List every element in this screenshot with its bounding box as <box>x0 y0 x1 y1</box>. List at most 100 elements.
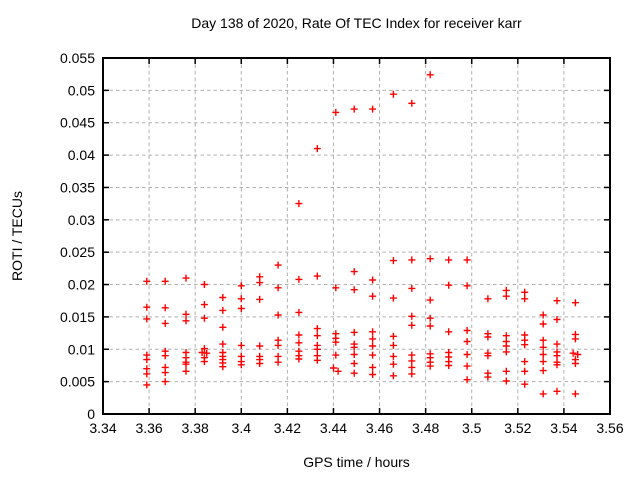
data-point <box>426 255 434 263</box>
data-point <box>521 295 529 303</box>
data-point <box>408 363 416 371</box>
data-point <box>143 381 151 389</box>
data-point <box>553 387 561 395</box>
data-point <box>182 360 190 368</box>
data-point <box>502 367 510 375</box>
data-point <box>313 272 321 280</box>
y-tick-label: 0 <box>87 406 95 422</box>
y-tick-label: 0.04 <box>68 147 95 163</box>
data-point <box>502 377 510 385</box>
data-point <box>463 351 471 358</box>
data-point <box>256 360 264 367</box>
data-point <box>237 341 245 349</box>
data-point <box>389 341 397 349</box>
data-point <box>408 284 416 292</box>
data-point <box>200 358 208 366</box>
data-point <box>408 321 416 329</box>
data-point <box>330 364 337 372</box>
data-point <box>200 301 208 309</box>
data-point <box>389 352 397 360</box>
data-point <box>426 71 434 79</box>
data-point <box>445 281 453 289</box>
data-point <box>219 294 227 301</box>
data-point <box>484 295 492 303</box>
data-point <box>408 312 416 320</box>
data-point <box>369 292 377 300</box>
data-point <box>445 256 453 264</box>
data-point <box>502 292 510 300</box>
data-point <box>295 308 303 316</box>
data-point <box>463 338 471 345</box>
data-point <box>350 105 358 113</box>
data-point <box>161 369 169 377</box>
data-point <box>295 200 303 208</box>
data-point <box>445 362 453 369</box>
data-point <box>295 355 303 363</box>
data-point <box>571 390 579 398</box>
x-tick-label: 3.34 <box>89 420 116 436</box>
data-point <box>313 356 321 364</box>
data-point <box>182 317 190 325</box>
x-tick-label: 3.48 <box>412 420 439 436</box>
y-tick-label: 0.045 <box>60 115 95 131</box>
data-point <box>237 295 245 303</box>
data-point <box>369 351 377 359</box>
x-tick-label: 3.4 <box>232 420 252 436</box>
data-point <box>445 328 453 336</box>
data-point <box>295 331 303 339</box>
data-point <box>521 358 529 366</box>
y-tick-label: 0.05 <box>68 82 95 98</box>
data-point <box>161 304 169 312</box>
data-point <box>463 376 471 384</box>
y-tick-label: 0.015 <box>60 309 95 325</box>
data-point <box>521 288 529 296</box>
data-point <box>521 341 529 349</box>
data-point <box>256 295 264 303</box>
data-point <box>350 343 358 351</box>
data-point <box>539 367 547 375</box>
data-point <box>484 352 492 360</box>
plot-border <box>102 57 611 415</box>
data-point <box>539 390 547 398</box>
x-tick-label: 3.44 <box>320 420 347 436</box>
data-point <box>426 362 434 370</box>
data-point <box>313 145 321 153</box>
data-point <box>369 335 377 343</box>
data-point <box>219 363 227 371</box>
data-point <box>502 342 510 350</box>
y-tick-label: 0.01 <box>68 341 95 357</box>
data-point <box>502 348 510 356</box>
data-point <box>274 341 282 349</box>
y-tick-label: 0.055 <box>60 50 95 66</box>
data-point <box>389 360 397 368</box>
data-point <box>521 367 529 375</box>
data-point <box>256 279 264 287</box>
data-point <box>219 340 227 348</box>
data-point <box>219 323 227 331</box>
data-point <box>389 372 397 380</box>
data-point <box>408 357 416 365</box>
data-point <box>313 325 321 333</box>
data-point <box>389 90 397 98</box>
data-point <box>274 311 282 319</box>
data-point <box>426 296 434 304</box>
data-point <box>426 322 434 330</box>
data-point <box>539 358 547 366</box>
data-point <box>553 297 561 305</box>
data-point <box>237 305 245 312</box>
x-tick-label: 3.5 <box>462 420 482 436</box>
data-point <box>389 257 397 265</box>
data-point <box>200 345 208 353</box>
data-point <box>484 373 492 381</box>
data-point <box>571 360 579 367</box>
data-point <box>389 294 397 302</box>
y-tick-label: 0.025 <box>60 244 95 260</box>
data-point <box>539 320 547 328</box>
data-point <box>200 314 208 322</box>
data-point <box>539 311 547 319</box>
data-point <box>237 282 245 290</box>
data-point <box>463 256 471 264</box>
x-tick-label: 3.46 <box>366 420 393 436</box>
data-point <box>539 351 547 358</box>
